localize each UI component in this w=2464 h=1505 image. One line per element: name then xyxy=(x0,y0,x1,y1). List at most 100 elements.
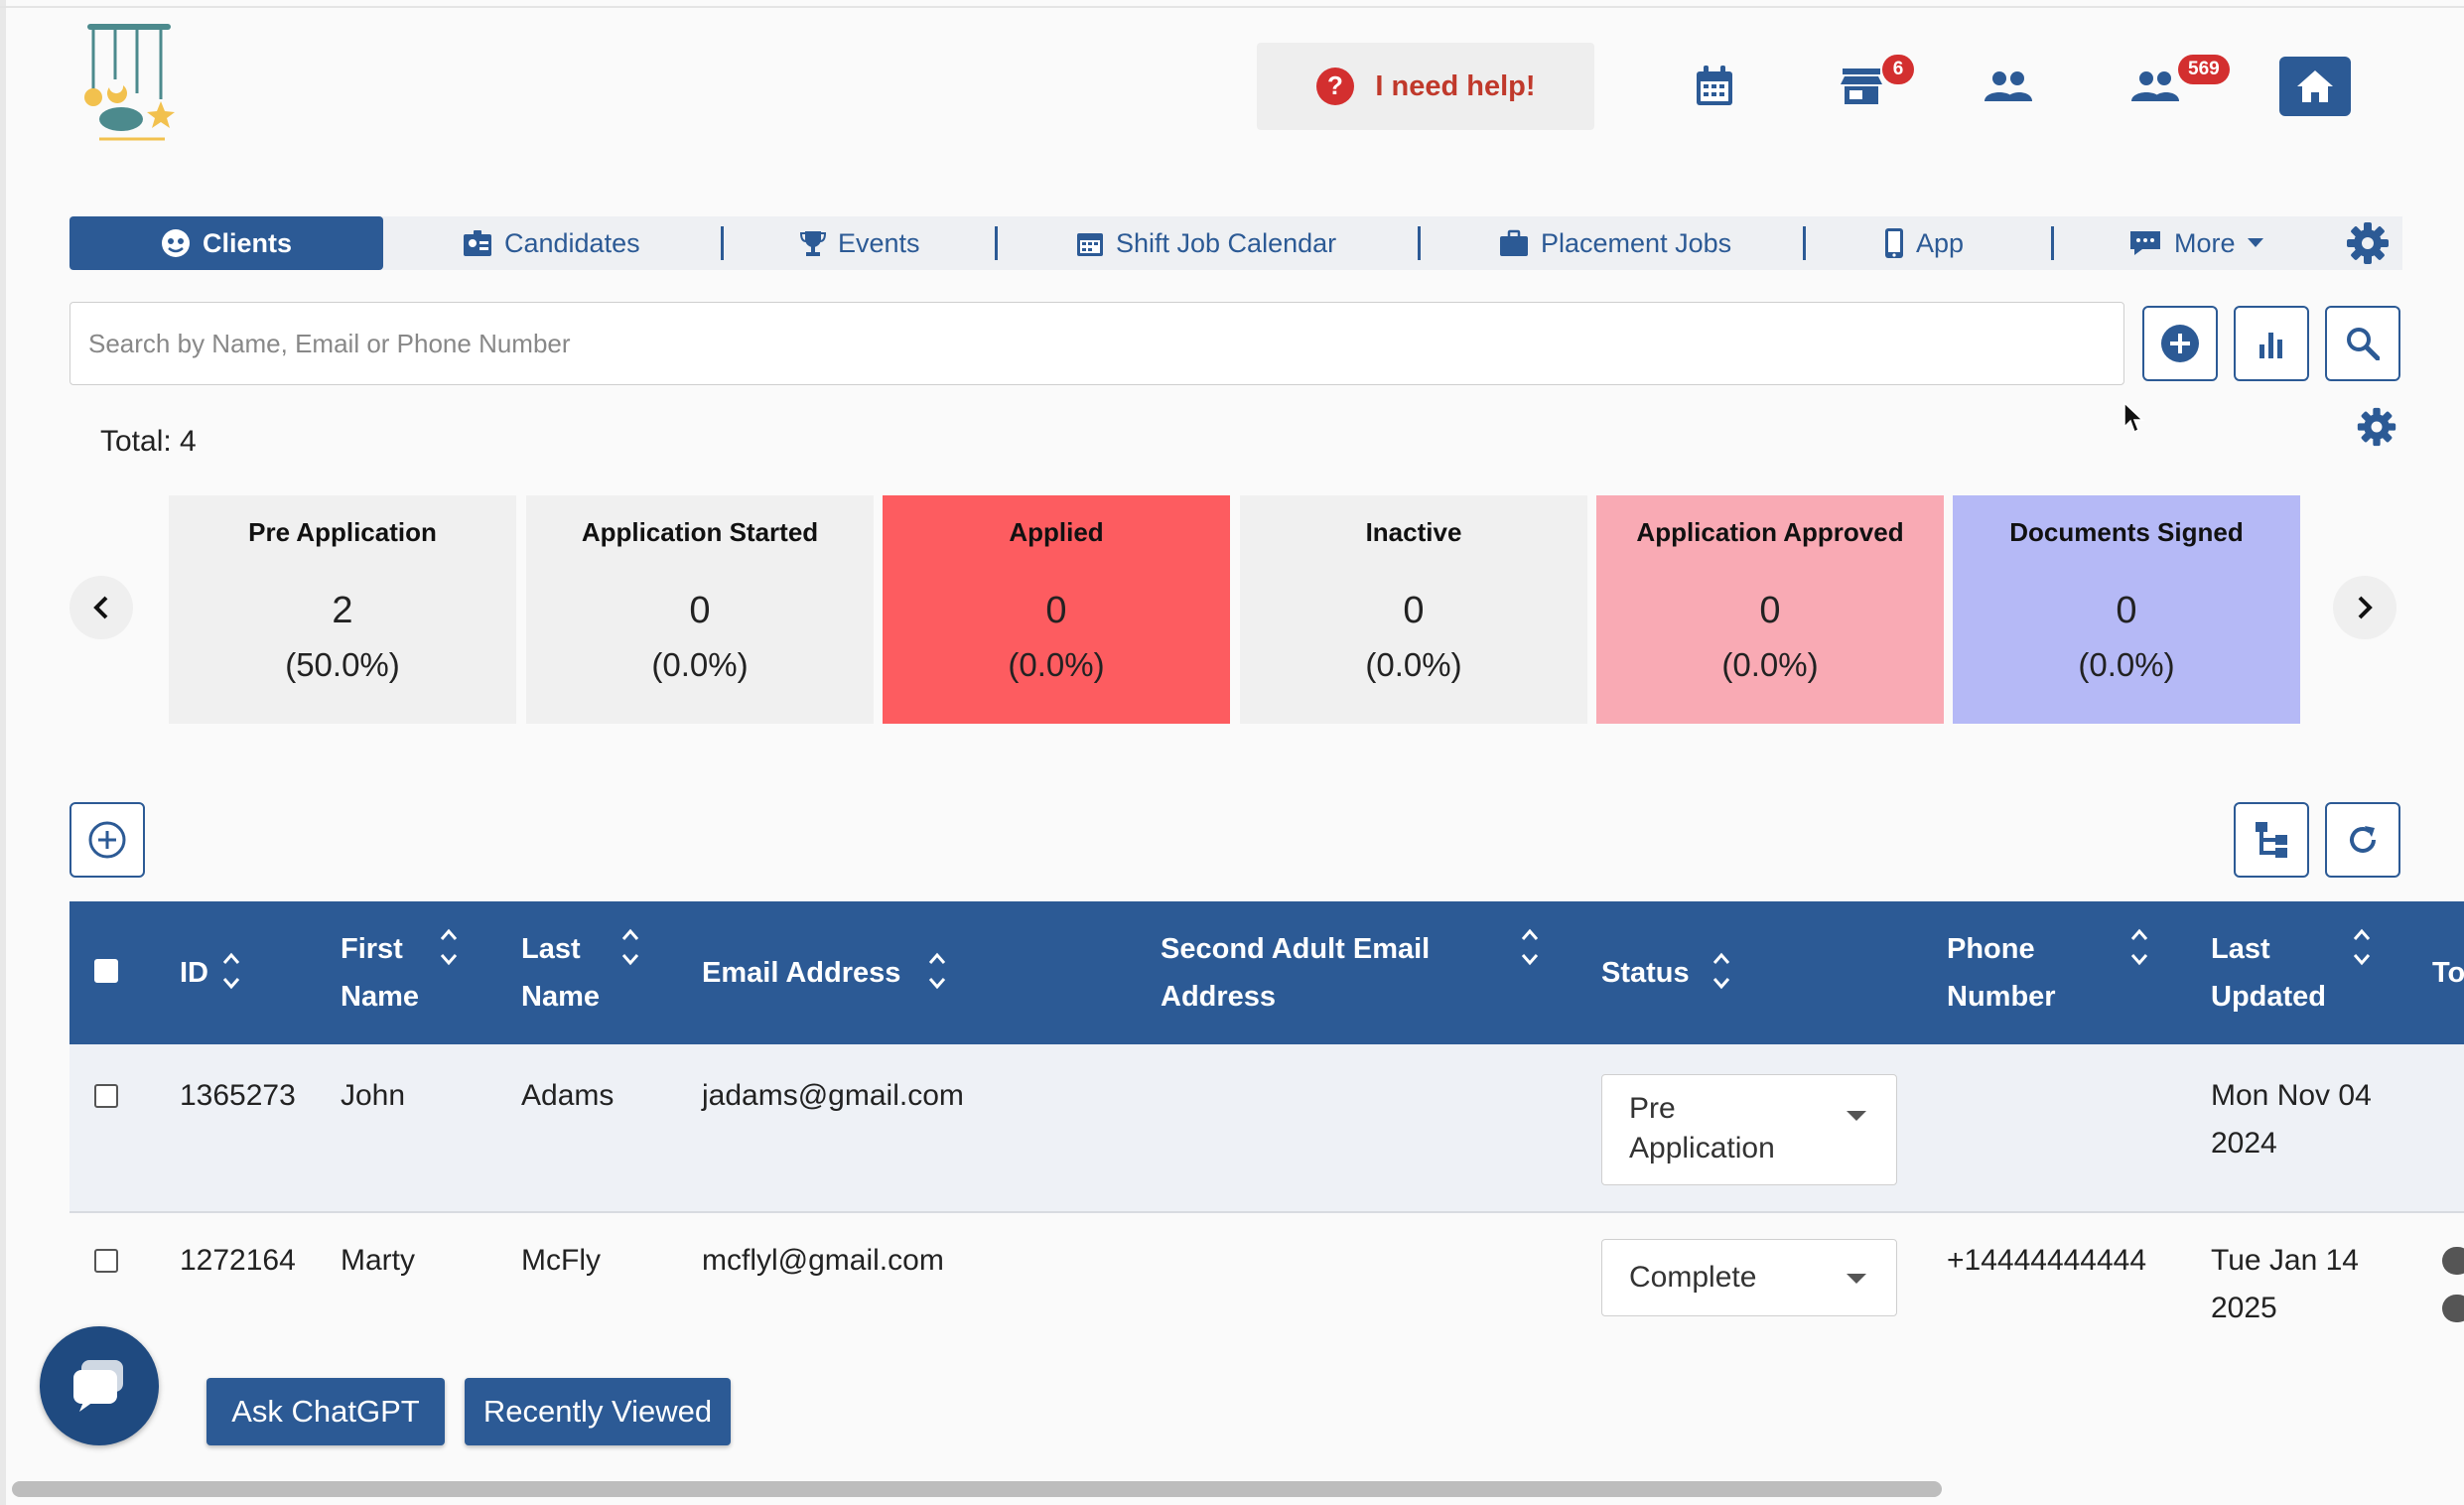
tab-separator xyxy=(721,226,724,260)
header-label: ID xyxy=(180,957,208,989)
carousel-prev-button[interactable] xyxy=(69,576,133,639)
store-icon[interactable] xyxy=(1827,52,1896,121)
status-card-documents-signed[interactable]: Documents Signed 0 (0.0%) xyxy=(1953,495,2300,724)
chat-widget-button[interactable] xyxy=(40,1326,159,1445)
status-value: Complete xyxy=(1629,1261,1757,1294)
help-button[interactable]: ? I need help! xyxy=(1257,43,1594,130)
card-count: 0 xyxy=(2116,590,2137,631)
card-percent: (0.0%) xyxy=(651,646,749,683)
tab-events[interactable]: Events xyxy=(800,216,920,270)
status-card-applied[interactable]: Applied 0 (0.0%) xyxy=(883,495,1230,724)
card-percent: (0.0%) xyxy=(1721,646,1819,683)
refresh-button[interactable] xyxy=(2325,802,2400,878)
add-client-button[interactable] xyxy=(2142,306,2218,381)
refresh-icon xyxy=(2346,823,2380,857)
users-icon[interactable] xyxy=(2121,52,2190,121)
header-label: Last xyxy=(521,933,581,965)
stats-button[interactable] xyxy=(2234,306,2309,381)
tab-app[interactable]: App xyxy=(1884,216,1964,270)
table-row[interactable] xyxy=(69,1044,2464,1213)
column-header-id[interactable]: ID xyxy=(180,949,208,997)
column-header-last-name[interactable]: Last Name xyxy=(521,925,600,1021)
tab-label: Candidates xyxy=(504,227,640,258)
calendar-icon[interactable] xyxy=(1680,52,1749,121)
tab-separator xyxy=(2051,226,2054,260)
status-value: Pre xyxy=(1629,1092,1676,1125)
sitemap-icon xyxy=(2254,820,2289,860)
card-label: Applied xyxy=(1009,517,1104,547)
status-card-application-started[interactable]: Application Started 0 (0.0%) xyxy=(526,495,874,724)
clients-icon xyxy=(161,228,191,258)
tab-label: Events xyxy=(838,227,920,258)
row-checkbox[interactable] xyxy=(94,1084,118,1108)
sort-icon[interactable] xyxy=(1521,927,1539,967)
card-count: 0 xyxy=(1759,590,1781,631)
row-checkbox[interactable] xyxy=(94,1249,118,1273)
card-label: Documents Signed xyxy=(2009,517,2244,547)
status-card-inactive[interactable]: Inactive 0 (0.0%) xyxy=(1240,495,1587,724)
tab-more[interactable]: More xyxy=(2128,216,2263,270)
sort-icon[interactable] xyxy=(2353,927,2371,967)
date-line: Mon Nov 04 xyxy=(2211,1079,2372,1112)
recently-viewed-button[interactable]: Recently Viewed xyxy=(465,1378,731,1445)
search-button[interactable] xyxy=(2325,306,2400,381)
search-placeholder: Search by Name, Email or Phone Number xyxy=(88,328,571,358)
status-value: Application xyxy=(1629,1132,1775,1164)
tab-label: Placement Jobs xyxy=(1541,227,1732,258)
status-select[interactable]: Complete xyxy=(1601,1239,1897,1316)
column-header-first-name[interactable]: First Name xyxy=(341,925,419,1021)
status-card-application-approved[interactable]: Application Approved 0 (0.0%) xyxy=(1596,495,1944,724)
tab-separator xyxy=(1418,226,1421,260)
table-header xyxy=(69,901,2464,1044)
column-header-phone[interactable]: Phone Number xyxy=(1947,925,2056,1021)
cell-email: mcflyl@gmail.com xyxy=(702,1244,944,1277)
sort-icon[interactable] xyxy=(928,951,946,991)
tab-clients[interactable]: Clients xyxy=(69,216,383,270)
total-count: Total: 4 xyxy=(100,425,197,458)
plus-circle-icon xyxy=(2160,324,2200,363)
header-label: First xyxy=(341,933,403,965)
card-label: Inactive xyxy=(1365,517,1462,547)
header-label: Address xyxy=(1161,981,1277,1013)
sort-icon[interactable] xyxy=(621,927,639,967)
tab-label: More xyxy=(2174,227,2236,258)
column-header-email[interactable]: Email Address xyxy=(702,949,900,997)
chevron-right-icon xyxy=(2357,596,2373,619)
home-button[interactable] xyxy=(2279,57,2351,116)
column-header-second-email[interactable]: Second Adult Email Address xyxy=(1161,925,1430,1021)
carousel-next-button[interactable] xyxy=(2333,576,2396,639)
card-percent: (0.0%) xyxy=(2078,646,2175,683)
column-config-button[interactable] xyxy=(2234,802,2309,878)
column-header-partial[interactable]: To xyxy=(2432,949,2464,997)
gear-icon[interactable] xyxy=(2356,406,2397,448)
status-card-pre-application[interactable]: Pre Application 2 (50.0%) xyxy=(169,495,516,724)
select-all-checkbox[interactable] xyxy=(94,959,118,983)
tab-separator xyxy=(995,226,998,260)
cell-email: jadams@gmail.com xyxy=(702,1079,964,1112)
gear-icon[interactable] xyxy=(2345,220,2391,266)
column-header-last-updated[interactable]: Last Updated xyxy=(2211,925,2326,1021)
add-row-button[interactable] xyxy=(69,802,145,878)
ask-chatgpt-button[interactable]: Ask ChatGPT xyxy=(206,1378,445,1445)
tab-shift-job-calendar[interactable]: Shift Job Calendar xyxy=(1076,216,1336,270)
users-icon[interactable] xyxy=(1974,52,2043,121)
home-icon xyxy=(2295,68,2335,104)
tab-placement-jobs[interactable]: Placement Jobs xyxy=(1499,216,1731,270)
search-input[interactable]: Search by Name, Email or Phone Number xyxy=(69,302,2124,385)
cell-phone: +14444444444 xyxy=(1947,1244,2147,1277)
help-label: I need help! xyxy=(1375,69,1536,102)
sort-icon[interactable] xyxy=(1712,951,1730,991)
date-line: 2024 xyxy=(2211,1127,2277,1160)
header-label: Name xyxy=(341,981,419,1013)
horizontal-scrollbar[interactable] xyxy=(12,1481,1942,1497)
sort-icon[interactable] xyxy=(2130,927,2148,967)
calendar-icon xyxy=(1076,229,1104,257)
card-percent: (0.0%) xyxy=(1365,646,1462,683)
tab-candidates[interactable]: Candidates xyxy=(463,216,640,270)
status-select[interactable]: Pre Application xyxy=(1601,1074,1897,1185)
sort-icon[interactable] xyxy=(222,951,240,991)
column-header-status[interactable]: Status xyxy=(1601,949,1690,997)
logo[interactable] xyxy=(79,22,189,146)
sort-icon[interactable] xyxy=(440,927,458,967)
tag-chip xyxy=(2442,1295,2464,1322)
